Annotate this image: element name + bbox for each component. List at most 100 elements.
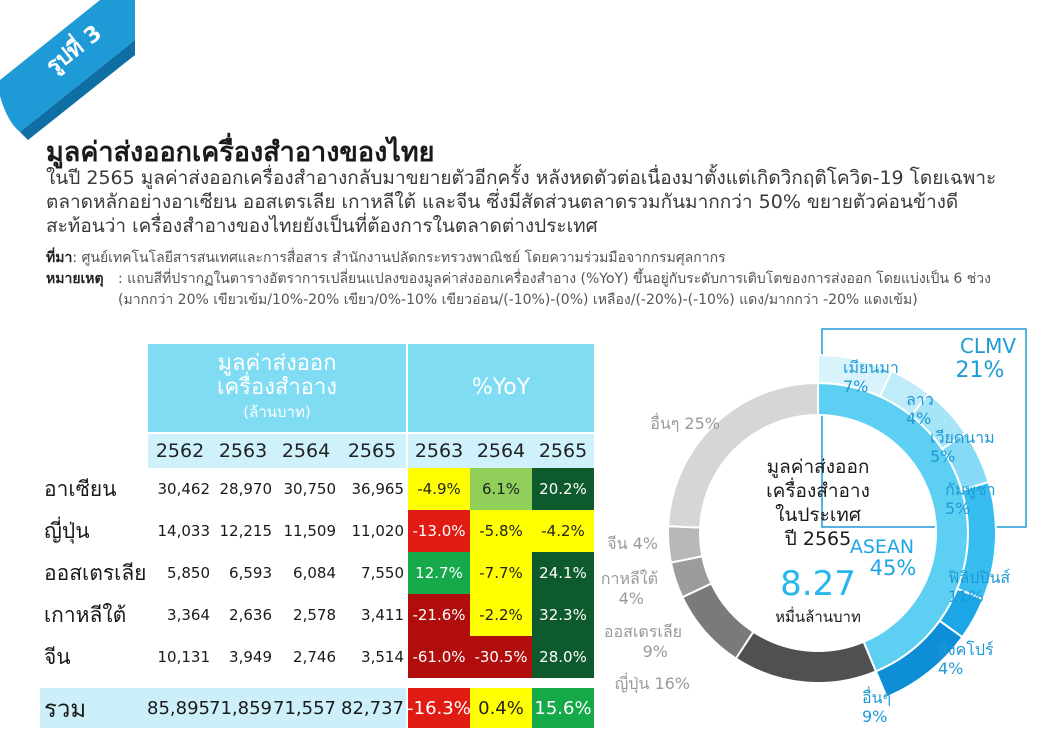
row-label: ออสเตรเลีย [44, 560, 147, 585]
value-year-label: 2563 [218, 440, 268, 462]
yoy-cell: 0.4% [470, 688, 532, 728]
asean-value-ลาว: 4% [906, 409, 931, 428]
note-label: หมายเหตุ [46, 271, 104, 287]
asean-value-เวียดนาม: 5% [930, 447, 955, 466]
value-cell: 6,593 [229, 564, 272, 582]
asean-label-เมียนมา: เมียนมา [843, 358, 899, 377]
yoy-cell: -5.8% [470, 510, 532, 552]
source-label: ที่มา [46, 250, 73, 266]
value-cell: 6,084 [293, 564, 336, 582]
clmv-value: 21% [956, 358, 1005, 383]
yoy-cell: -7.7% [470, 552, 532, 594]
yoy-cell: -2.2% [470, 594, 532, 636]
value-header-unit: (ล้านบาท) [243, 403, 311, 421]
yoy-cell: 24.1% [532, 552, 594, 594]
slice-value-เกาหลีใต้: 4% [619, 589, 644, 608]
value-year-label: 2565 [347, 440, 397, 462]
total-row-label: รวม [44, 694, 87, 723]
yoy-header: %YoY [471, 375, 531, 400]
yoy-cell: -30.5% [470, 636, 532, 678]
value-cell: 85,895 [147, 697, 210, 719]
yoy-cell: -21.6% [408, 594, 470, 636]
donut-slice-ญี่ปุ่น [734, 630, 878, 684]
yoy-year-label: 2565 [538, 440, 588, 462]
yoy-cell: -4.9% [408, 468, 470, 510]
table-divider [406, 344, 408, 728]
center-title-line: ปี 2565 [784, 528, 851, 550]
asean-value: 45% [870, 556, 917, 580]
clmv-label: CLMV [960, 334, 1016, 358]
yoy-header-bg [408, 344, 594, 432]
yoy-cell: 6.1% [470, 468, 532, 510]
value-cell: 71,557 [273, 697, 336, 719]
yoy-cell: 12.7% [408, 552, 470, 594]
value-years-bg [148, 434, 406, 468]
total-row-bg [40, 688, 406, 728]
yoy-cell: -4.2% [532, 510, 594, 552]
center-title-line: ในประเทศ [775, 504, 861, 526]
center-unit: หมื่นล้านบาท [775, 606, 861, 626]
slice-label-จีน: จีน 4% [607, 534, 658, 553]
value-cell: 5,850 [167, 564, 210, 582]
yoy-cell: -61.0% [408, 636, 470, 678]
row-label: จีน [44, 644, 71, 669]
value-header-line: เครื่องสำอาง [216, 375, 338, 400]
row-label: เกาหลีใต้ [44, 602, 127, 627]
row-label: อาเซียน [44, 476, 117, 501]
value-year-label: 2562 [155, 440, 205, 462]
center-title-line: มูลค่าส่งออก [767, 456, 870, 478]
asean-label-อื่นๆ: อื่นๆ [862, 686, 891, 707]
asean-label-สิงคโปร์: สิงคโปร์ [938, 640, 994, 659]
value-cell: 3,364 [167, 606, 210, 624]
asean-label-กัมพูชา: กัมพูชา [945, 480, 996, 500]
asean-slice-อื่นๆ [874, 619, 964, 699]
value-cell: 12,215 [219, 522, 273, 540]
value-cell: 30,462 [157, 480, 211, 498]
yoy-year-label: 2563 [414, 440, 464, 462]
row-label: ญี่ปุ่น [44, 518, 90, 543]
figure-title: มูลค่าส่งออกเครื่องสำอางของไทย [46, 137, 435, 168]
clmv-box [821, 328, 1027, 528]
asean-label-ฟิลิปปินส์: ฟิลิปปินส์ [948, 568, 1010, 587]
asean-value-อื่นๆ: 9% [862, 707, 887, 726]
yoy-years-bg [408, 434, 594, 468]
note-block: หมายเหตุ : แถบสีที่ปรากฏในตารางอัตราการเ… [46, 269, 1026, 311]
value-cell: 71,859 [209, 697, 272, 719]
asean-value-สิงคโปร์: 4% [938, 659, 963, 678]
slice-value-ออสเตรเลีย: 9% [643, 642, 668, 661]
value-cell: 28,970 [219, 480, 273, 498]
asean-label-ลาว: ลาว [906, 390, 934, 409]
center-value: 8.27 [780, 564, 856, 604]
value-cell: 30,750 [283, 480, 337, 498]
asean-value-ฟิลิปปินส์: 11% [948, 587, 984, 606]
asean-label: ASEAN [850, 536, 914, 558]
yoy-cell: 15.6% [532, 688, 594, 728]
yoy-cell: 20.2% [532, 468, 594, 510]
figure-tag-ribbon [0, 0, 135, 140]
value-cell: 36,965 [351, 480, 405, 498]
value-cell: 82,737 [341, 697, 404, 719]
value-cell: 11,509 [283, 522, 337, 540]
yoy-cell: -13.0% [408, 510, 470, 552]
value-cell: 14,033 [157, 522, 211, 540]
value-cell: 3,514 [361, 648, 404, 666]
yoy-year-label: 2564 [476, 440, 526, 462]
value-cell: 3,949 [229, 648, 272, 666]
yoy-cell: 32.3% [532, 594, 594, 636]
value-year-label: 2564 [281, 440, 331, 462]
source-line: ที่มา: ศูนย์เทคโนโลยีสารสนเทศและการสื่อส… [46, 247, 726, 269]
asean-value-กัมพูชา: 5% [945, 499, 970, 518]
value-cell: 2,636 [229, 606, 272, 624]
donut-slice-จีน [667, 525, 704, 564]
asean-label-เวียดนาม: เวียดนาม [930, 428, 995, 447]
yoy-cell: 28.0% [532, 636, 594, 678]
value-cell: 7,550 [361, 564, 404, 582]
center-title-line: เครื่องสำอาง [766, 477, 870, 502]
yoy-cell: -16.3% [407, 688, 471, 728]
slice-label-เกาหลีใต้: เกาหลีใต้ [600, 569, 658, 588]
value-header: มูลค่าส่งออก เครื่องสำอาง (ล้านบาท) [148, 352, 406, 424]
value-cell: 2,578 [293, 606, 336, 624]
slice-label-อื่นๆ: อื่นๆ 25% [650, 412, 720, 433]
value-cell: 10,131 [157, 648, 211, 666]
